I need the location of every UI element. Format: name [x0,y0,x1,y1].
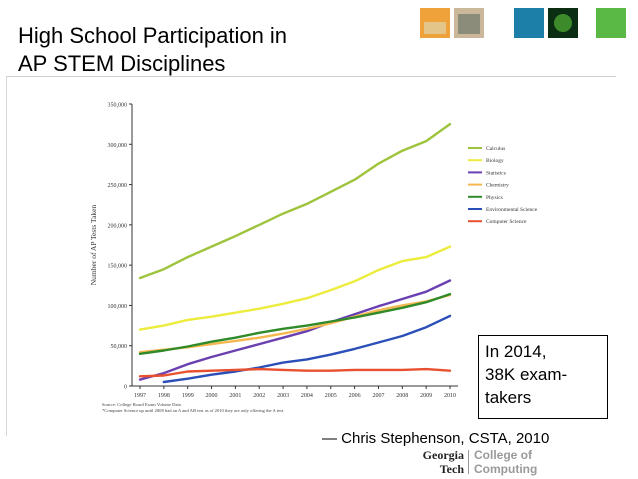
y-tick-label: 50,000 [111,344,128,350]
y-axis-label: Number of AP Tests Taken [89,205,98,286]
x-tick-label: 2010 [444,393,456,399]
logo-coc-text: College of Computing [474,449,537,475]
x-tick-label: 2002 [253,393,265,399]
x-tick-label: 1999 [182,393,194,399]
legend-label: Computer Science [486,219,527,225]
series-line-environmental-science [162,314,452,384]
logo-computing: Computing [474,462,538,476]
x-tick-label: 2004 [301,393,313,399]
legend-label: Chemistry [486,183,509,189]
green-square-icon [596,8,626,38]
legend-label: Biology [486,158,504,164]
x-tick-label: 2000 [206,393,218,399]
y-tick-label: 150,000 [108,264,128,270]
y-tick-label: 350,000 [108,103,128,109]
header-photo-icon [420,8,578,38]
legend-label: Physics [486,195,503,201]
y-tick-label: 200,000 [108,223,128,229]
title-line-2: AP STEM Disciplines [18,51,226,76]
x-tick-label: 2007 [372,393,384,399]
callout-line-2: 38K exam- [485,365,568,384]
series-line-statistics [138,279,452,381]
decorative-divider [6,76,616,77]
legend-label: Environmental Science [486,207,538,213]
series-line-chemistry [138,293,452,354]
x-tick-label: 2003 [277,393,289,399]
y-tick-label: 300,000 [108,143,128,149]
series-line-calculus [138,122,452,280]
decorative-bracket [6,76,7,436]
source-note: Source: College Board Exam Volume Data [102,402,181,407]
slide-title: High School Participation in AP STEM Dis… [18,22,287,78]
source-footnote: *Computer Science up until 2008 had an A… [102,408,284,413]
logo-college-of: College of [474,448,533,462]
callout-box: In 2014, 38K exam- takers [478,335,608,419]
series-line-biology [138,245,452,331]
x-tick-label: 2008 [396,393,408,399]
callout-line-3: takers [485,388,532,407]
y-tick-label: 250,000 [108,183,128,189]
x-tick-label: 1997 [134,393,146,399]
x-tick-label: 2001 [229,393,241,399]
series-line-computer-science [138,367,452,378]
x-tick-label: 2006 [349,393,361,399]
series-line-physics [138,292,452,355]
y-tick-label: 0 [124,385,127,391]
callout-line-1: In 2014, [485,342,547,361]
x-tick-label: 2009 [420,393,432,399]
legend-label: Statistics [486,170,506,176]
logo-gt-text: Georgia Tech [408,449,464,475]
title-line-1: High School Participation in [18,23,288,48]
x-tick-label: 2005 [325,393,337,399]
attribution: — Chris Stephenson, CSTA, 2010 [322,430,550,447]
logo-georgia: Georgia [422,448,464,462]
y-tick-label: 100,000 [108,304,128,310]
logo-separator [468,450,469,474]
legend-label: Calculus [486,146,505,152]
x-tick-label: 1998 [158,393,170,399]
ap-stem-line-chart: 0 50,000 100,000 150,000 200,000 250,000 300,0… [89,103,538,414]
logo-tech: Tech [439,462,464,476]
